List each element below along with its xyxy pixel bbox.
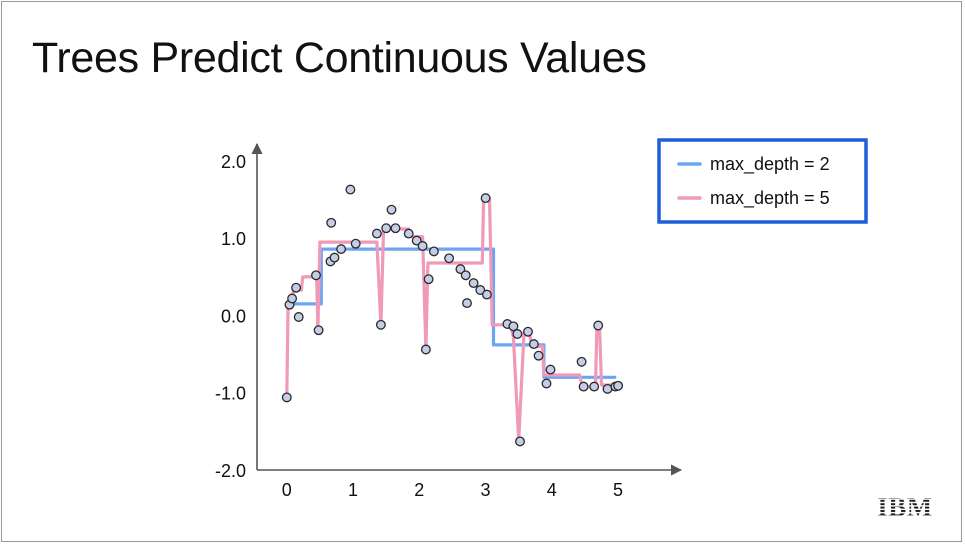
scatter-point [403, 228, 414, 239]
scatter-points [281, 184, 624, 447]
y-tick-label: 1.0 [221, 229, 246, 249]
scatter-point [480, 193, 491, 204]
scatter-point [291, 282, 302, 293]
y-tick-labels: 2.0 1.0 0.0 -1.0 -2.0 [215, 152, 246, 481]
scatter-point [533, 350, 544, 361]
scatter-point [281, 392, 292, 403]
x-tick-label: 3 [481, 480, 491, 500]
scatter-point [593, 320, 604, 331]
series-lines [285, 196, 619, 443]
scatter-point [545, 364, 556, 375]
y-tick-label: 2.0 [221, 152, 246, 172]
slide-title: Trees Predict Continuous Values [32, 34, 647, 82]
x-tick-label: 4 [547, 480, 557, 500]
scatter-point [589, 381, 600, 392]
scatter-point [481, 289, 492, 300]
scatter-point [311, 270, 321, 281]
scatter-point [515, 436, 525, 447]
ibm-logo: IBM [877, 493, 933, 519]
legend-label: max_depth = 5 [710, 188, 830, 209]
scatter-point [326, 217, 337, 228]
scatter-point [386, 204, 397, 215]
scatter-point [508, 321, 519, 332]
scatter-point [381, 223, 392, 234]
scatter-point [417, 241, 428, 251]
logo-text: IBM [877, 493, 933, 519]
scatter-point [475, 285, 486, 295]
scatter-point [390, 223, 401, 234]
scatter-point [512, 329, 523, 339]
scatter-point [578, 381, 589, 392]
legend: max_depth = 2 max_depth = 5 [657, 138, 868, 224]
scatter-point [613, 380, 624, 391]
scatter-point [336, 244, 347, 255]
scatter-point [371, 228, 382, 239]
y-tick-label: -1.0 [215, 384, 246, 404]
scatter-point [444, 253, 455, 264]
series-line-depth-2 [285, 247, 617, 379]
scatter-point [313, 325, 324, 336]
x-tick-labels: 0 1 2 3 4 5 [282, 480, 623, 500]
scatter-point [411, 235, 422, 246]
series-line-depth-5 [285, 196, 619, 443]
scatter-point [468, 278, 479, 289]
scatter-point [423, 274, 434, 285]
y-tick-label: 0.0 [221, 306, 246, 326]
legend-label: max_depth = 2 [710, 154, 830, 175]
scatter-point [287, 293, 298, 304]
scatter-point [293, 312, 304, 322]
scatter-point [428, 246, 439, 257]
scatter-point [329, 252, 340, 263]
scatter-point [420, 344, 431, 355]
scatter-point [460, 270, 471, 281]
scatter-point [528, 339, 539, 350]
scatter-point [576, 356, 587, 367]
x-tick-label: 2 [414, 480, 424, 500]
scatter-point [345, 184, 356, 195]
scatter-point [523, 326, 533, 337]
scatter-point [375, 319, 386, 330]
scatter-point [462, 298, 472, 309]
x-tick-label: 1 [348, 480, 358, 500]
x-tick-label: 0 [282, 480, 292, 500]
scatter-point [541, 378, 552, 389]
legend-box [657, 138, 868, 224]
scatter-point [455, 264, 466, 275]
scatter-point [350, 238, 361, 249]
x-tick-label: 5 [613, 480, 623, 500]
y-tick-label: -2.0 [215, 461, 246, 481]
